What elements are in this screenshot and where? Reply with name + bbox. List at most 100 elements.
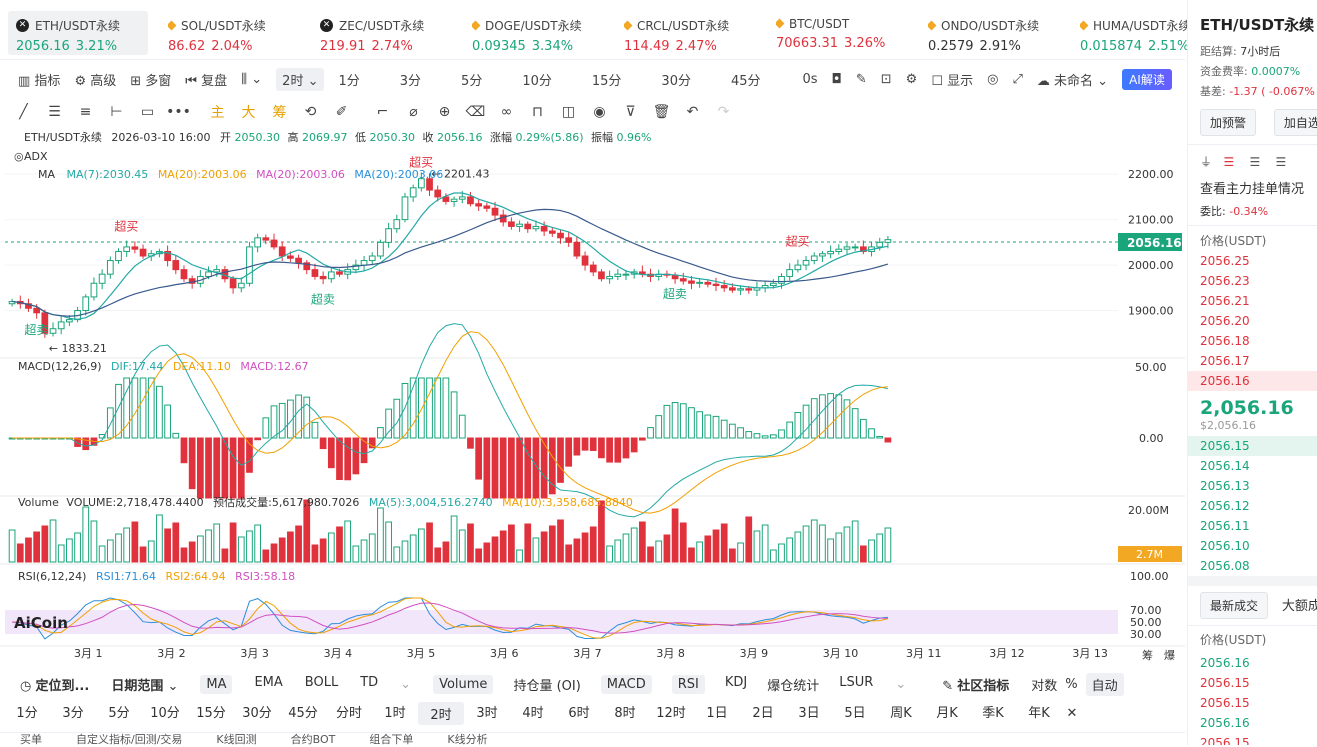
bottom-tab[interactable]: 组合下单 xyxy=(369,733,414,746)
depth-link[interactable]: 查看主力挂单情况 xyxy=(1200,182,1305,197)
indicator-button[interactable]: ▥ 指标 xyxy=(18,73,61,89)
main-indicator[interactable]: BOLL xyxy=(304,674,339,690)
interval-button[interactable]: 45分 xyxy=(288,705,318,721)
ask-row[interactable]: 2056.23 xyxy=(1200,274,1250,288)
interval-option[interactable]: 3分 xyxy=(399,73,422,89)
interval-button[interactable]: 2时 xyxy=(418,701,464,725)
ai-button[interactable]: AI解读 xyxy=(1122,68,1172,90)
bid-row[interactable]: 2056.14 xyxy=(1200,459,1250,473)
ask-row[interactable]: 2056.16 xyxy=(1188,371,1317,391)
symbol-tab[interactable]: ONDO/USDT永续 0.2579 2.91% xyxy=(920,11,1060,55)
symbol-tab[interactable]: DOGE/USDT永续 0.09345 3.34% xyxy=(464,11,604,55)
line-tool-icon[interactable]: ╱ xyxy=(19,104,28,120)
main-indicators-more[interactable]: ⌄ xyxy=(400,676,412,692)
bottom-tab[interactable]: K线回测 xyxy=(216,733,257,746)
bid-row[interactable]: 2056.15 xyxy=(1188,436,1317,456)
sub-indicator[interactable]: RSI xyxy=(671,674,705,694)
magnet-icon[interactable]: ∞ xyxy=(500,104,513,120)
liq-axis-label[interactable]: 爆 xyxy=(1164,648,1175,662)
interval-button[interactable]: 月K xyxy=(936,705,958,721)
log-toggle[interactable]: 对数 xyxy=(1031,678,1058,694)
advanced-button[interactable]: ⚙ 高级 xyxy=(74,73,117,89)
interval-option[interactable]: 1分 xyxy=(338,73,360,89)
sub-indicator[interactable]: LSUR xyxy=(839,674,874,690)
symbol-tab[interactable]: CRCL/USDT永续 114.49 2.47% xyxy=(616,11,756,55)
interval-button[interactable]: 6时 xyxy=(568,705,590,721)
pencil-icon[interactable]: ✎ xyxy=(855,71,867,87)
symbol-tab[interactable]: BTC/USDT 70663.31 3.26% xyxy=(768,11,908,55)
bottom-tab[interactable]: 自定义指标/回测/交易 xyxy=(76,733,183,746)
interval-button[interactable]: 年K xyxy=(1028,705,1050,721)
interval-button[interactable]: 3日 xyxy=(798,705,820,721)
chips-axis-label[interactable]: 筹 xyxy=(1142,648,1153,662)
bottom-tab[interactable]: 买单 xyxy=(20,733,42,746)
bid-row[interactable]: 2056.12 xyxy=(1200,499,1250,513)
pin-icon[interactable]: ⏚ xyxy=(1200,155,1213,169)
interval-button[interactable]: 周K xyxy=(890,705,912,721)
hray-tool-icon[interactable]: ⊢ xyxy=(110,104,123,120)
template-icon[interactable]: ⊡ xyxy=(880,71,892,87)
redo-icon[interactable]: ↷ xyxy=(717,104,730,120)
bid-row[interactable]: 2056.11 xyxy=(1200,519,1250,533)
target-icon[interactable]: ◎ xyxy=(987,71,999,87)
bid-row[interactable]: 2056.10 xyxy=(1200,539,1250,553)
layout-select[interactable]: ☁ 未命名 ⌄ xyxy=(1036,73,1109,89)
watch-button[interactable]: 加自选 xyxy=(1273,109,1317,136)
ask-row[interactable]: 2056.17 xyxy=(1200,354,1250,368)
trades-tab[interactable]: 最新成交 xyxy=(1200,592,1269,619)
alert-button[interactable]: 加预警 xyxy=(1200,109,1257,136)
symbol-tab[interactable]: ✕ ZEC/USDT永续 219.91 2.74% xyxy=(312,11,452,55)
ask-row[interactable]: 2056.25 xyxy=(1200,254,1250,268)
kline-chart[interactable]: ← 2201.43← 1833.21 50.000.00 20.00M2.7M … xyxy=(0,126,1185,666)
bottom-tab[interactable]: K线分析 xyxy=(447,733,488,746)
main-indicator[interactable]: MA xyxy=(200,674,233,694)
more-tool-icon[interactable]: ••• xyxy=(166,104,191,120)
interval-button[interactable]: 10分 xyxy=(150,705,180,721)
book-both-icon[interactable]: ☰ xyxy=(1223,155,1235,169)
multi-window-button[interactable]: ⊞ 多窗 xyxy=(130,73,172,89)
symbol-tab[interactable]: ✕ ETH/USDT永续 2056.16 3.21% xyxy=(8,10,148,55)
adx-label[interactable]: ADX xyxy=(24,150,48,163)
auto-draw-icon[interactable]: ⟲ xyxy=(304,104,317,120)
close-icon[interactable]: ✕ xyxy=(1066,705,1078,721)
visibility-icon[interactable]: ◫ xyxy=(561,104,576,120)
ask-row[interactable]: 2056.18 xyxy=(1200,334,1250,348)
sub-indicator[interactable]: 爆仓统计 xyxy=(767,678,820,694)
interval-select[interactable]: 2时 ⌄ xyxy=(276,67,325,91)
date-range-button[interactable]: 日期范围 ⌄ xyxy=(111,678,179,694)
main-force-label[interactable]: 主 xyxy=(210,105,225,121)
fullscreen-icon[interactable]: ⤢ xyxy=(1012,71,1023,87)
sub-indicator[interactable]: Volume xyxy=(433,674,494,694)
replay-button[interactable]: ⏮ 复盘 xyxy=(185,73,228,89)
settings-icon[interactable]: ⚙ xyxy=(905,71,918,87)
big-order-label[interactable]: 大 xyxy=(241,105,256,121)
main-indicator[interactable]: TD xyxy=(360,674,379,690)
big-trades-tab[interactable]: 大额成 xyxy=(1281,599,1317,614)
chips-label[interactable]: 筹 xyxy=(272,105,287,121)
interval-option[interactable]: 45分 xyxy=(730,73,761,89)
sub-indicator[interactable]: MACD xyxy=(600,674,652,694)
interval-option[interactable]: 15分 xyxy=(591,73,622,89)
rect-tool-icon[interactable]: ▭ xyxy=(140,104,155,120)
ask-row[interactable]: 2056.20 xyxy=(1200,314,1250,328)
display-button[interactable]: ☐ 显示 xyxy=(931,73,974,89)
book-asks-icon[interactable]: ☰ xyxy=(1275,155,1287,169)
hline-tool-icon[interactable]: ☰ xyxy=(48,104,61,120)
locate-button[interactable]: ◷ 定位到... xyxy=(20,678,90,694)
interval-option[interactable]: 30分 xyxy=(661,73,691,89)
interval-button[interactable]: 1分 xyxy=(16,705,38,721)
interval-button[interactable]: 季K xyxy=(982,705,1004,721)
symbol-tab[interactable]: SOL/USDT永续 86.62 2.04% xyxy=(160,11,300,55)
trash-icon[interactable]: 🗑 xyxy=(652,104,671,120)
hide-icon[interactable]: ◉ xyxy=(593,104,606,120)
interval-button[interactable]: 30分 xyxy=(242,705,272,721)
chart-type-button[interactable]: ⫼ ⌄ xyxy=(241,71,263,87)
collapse-icon[interactable]: ◎ xyxy=(14,150,24,163)
bottom-tab[interactable]: 合约BOT xyxy=(290,733,336,746)
symbol-tab[interactable]: HUMA/USDT永续 0.015874 2.51% xyxy=(1072,11,1212,55)
sub-indicator[interactable]: 持仓量 (OI) xyxy=(513,678,581,694)
eraser-icon[interactable]: ⌫ xyxy=(465,104,486,120)
filter-icon[interactable]: ⊽ xyxy=(625,104,636,120)
community-button[interactable]: ✎ 社区指标 xyxy=(942,678,1010,694)
interval-button[interactable]: 5分 xyxy=(108,705,130,721)
